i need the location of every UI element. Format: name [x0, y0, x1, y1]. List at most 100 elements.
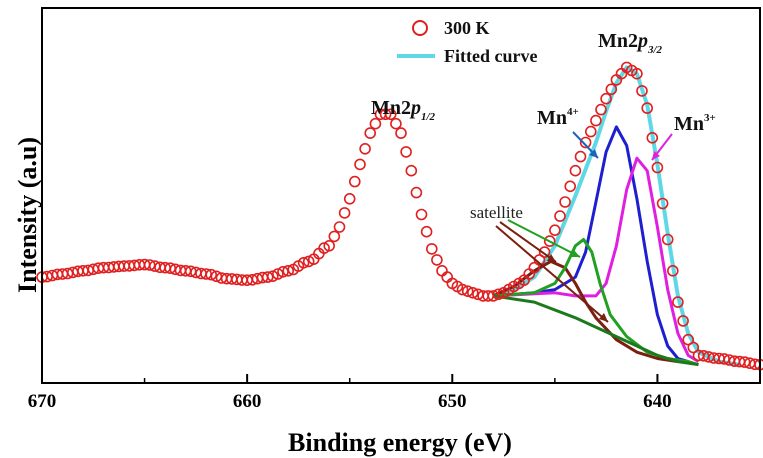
data-point	[266, 270, 279, 283]
annotation-satellite: satellite	[470, 203, 523, 222]
data-point	[687, 341, 700, 354]
data-point	[297, 256, 310, 269]
data-point	[338, 207, 351, 219]
annotation-mn2p12-main: Mn2	[371, 97, 411, 119]
arrow-satellite-2-head	[571, 250, 580, 257]
legend-label-300k: 300 K	[444, 18, 490, 38]
data-point	[348, 175, 361, 188]
data-point	[282, 264, 295, 277]
annotation-mn2p32-p: p	[636, 30, 648, 52]
data-point	[600, 92, 612, 105]
legend-marker-300k	[412, 20, 428, 36]
data-point	[400, 146, 412, 158]
data-point	[677, 315, 689, 327]
data-point	[656, 197, 669, 210]
data-point	[569, 164, 582, 177]
annotation-mn3-sup: 3+	[704, 112, 716, 124]
arrow-satellite-3-head	[599, 313, 608, 322]
plot-frame	[41, 7, 761, 384]
data-point	[261, 271, 274, 283]
data-point	[579, 136, 592, 149]
fit-curve-mn4--1	[493, 125, 689, 364]
fit-curve-baseline-5	[493, 294, 699, 367]
data-point	[641, 102, 654, 114]
legend: 300 K Fitted curve	[397, 18, 537, 66]
data-point	[420, 225, 433, 238]
annotation-mn4-main: Mn	[537, 107, 567, 129]
data-point	[590, 114, 602, 127]
data-point	[528, 261, 541, 274]
data-point	[651, 161, 664, 174]
data-point	[631, 67, 643, 80]
data-point	[354, 158, 366, 171]
data-point	[487, 290, 500, 302]
annotation-mn3-main: Mn	[674, 113, 704, 135]
data-point	[425, 243, 438, 255]
data-point	[672, 296, 684, 308]
annotation-mn2p12-sub: 1/2	[421, 111, 436, 123]
data-point	[343, 193, 356, 205]
fit-curve-fitted-curve-0	[492, 65, 740, 367]
annotation-mn2p12-p: p	[409, 97, 421, 119]
arrow-satellite-1-head	[547, 254, 556, 262]
data-point	[302, 255, 315, 268]
data-point	[390, 117, 402, 130]
data-point	[666, 264, 679, 277]
fit-curve-mn3--2	[493, 156, 700, 363]
x-axis-label: Binding energy (eV)	[288, 428, 512, 457]
annotation-mn2p32: Mn2p3/2	[598, 30, 663, 56]
data-point	[272, 268, 284, 280]
annotation-mn2p32-sub: 3/2	[647, 44, 663, 56]
data-point	[492, 288, 505, 301]
data-point	[646, 132, 659, 144]
data-point	[364, 127, 377, 139]
x-tick-label-650: 650	[438, 391, 467, 412]
data-point	[466, 286, 479, 299]
data-point	[549, 224, 561, 236]
data-point	[369, 117, 382, 130]
data-point	[431, 254, 443, 266]
x-tick-label-670: 670	[28, 391, 57, 412]
annotation-mn3: Mn3+	[674, 112, 716, 135]
data-point	[574, 150, 587, 163]
annotation-mn2p12: Mn2p1/2	[371, 97, 436, 123]
data-point	[379, 108, 392, 121]
x-tick-label-660: 660	[233, 391, 262, 412]
annotation-mn4: Mn4+	[537, 106, 579, 129]
data-point	[682, 333, 695, 346]
annotation-mn4-sup: 4+	[567, 106, 579, 118]
x-tick-label-640: 640	[643, 391, 672, 412]
data-point	[405, 164, 418, 177]
data-point	[661, 233, 674, 246]
data-point	[605, 83, 618, 96]
arrow-mn4-head	[589, 149, 598, 158]
data-point	[538, 246, 551, 258]
arrow-satellite-2	[507, 219, 581, 258]
data-point	[359, 143, 371, 155]
data-point	[323, 240, 336, 252]
chart-marks	[36, 61, 763, 371]
annotation-mn2p32-main: Mn2	[598, 30, 638, 52]
arrow-mn3-head	[652, 151, 660, 160]
data-point	[554, 210, 566, 222]
data-point	[584, 125, 597, 138]
annotation-arrows	[495, 131, 673, 323]
data-point	[559, 196, 571, 208]
legend-label-fitted: Fitted curve	[444, 46, 537, 66]
data-point	[595, 103, 607, 116]
arrow-satellite-1	[499, 221, 557, 263]
data-point	[395, 127, 407, 139]
data-point	[436, 264, 448, 277]
data-point	[384, 108, 397, 121]
data-point	[564, 180, 577, 193]
data-point	[456, 283, 469, 296]
data-point	[410, 186, 423, 199]
data-point	[461, 285, 474, 298]
fit-curve-satellite-3	[492, 259, 679, 364]
data-point	[441, 271, 454, 283]
data-point	[205, 268, 217, 281]
data-point	[415, 208, 428, 221]
data-point	[333, 221, 346, 233]
x-ticks: 670 660 650 640	[28, 374, 761, 412]
